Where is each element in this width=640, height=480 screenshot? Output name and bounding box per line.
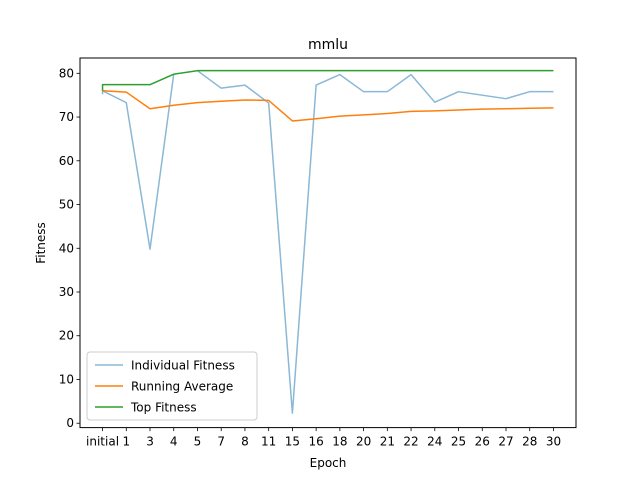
x-tick-label: 15 <box>285 435 300 449</box>
x-tick-label: 27 <box>498 435 513 449</box>
x-tick-label: 22 <box>403 435 418 449</box>
x-tick-label: 11 <box>261 435 276 449</box>
series-line-2 <box>101 69 554 91</box>
y-tick-label: 10 <box>59 372 74 386</box>
y-axis-label: Fitness <box>34 222 48 264</box>
y-tick-label: 0 <box>66 416 74 430</box>
x-tick-label: initial <box>86 435 119 449</box>
x-tick-label: 4 <box>170 435 178 449</box>
x-axis-label: Epoch <box>310 456 347 470</box>
x-tick-label: 16 <box>308 435 323 449</box>
x-tick-label: 26 <box>475 435 490 449</box>
legend-label-1: Running Average <box>131 380 233 394</box>
x-tick-label: 20 <box>356 435 371 449</box>
y-tick-label: 40 <box>59 241 74 255</box>
x-tick-label: 28 <box>522 435 537 449</box>
legend-box <box>86 351 258 421</box>
series-line-0 <box>101 69 554 414</box>
x-tick-label: 30 <box>546 435 561 449</box>
series-line-1 <box>102 90 554 122</box>
x-axis: initial 1 3 4 5 7 8 11 15 16 18 20 21 22 24 25 26 27 28 30 <box>86 427 561 449</box>
y-tick-label: 30 <box>59 285 74 299</box>
x-tick-label: 24 <box>427 435 442 449</box>
y-tick-label: 80 <box>59 66 74 80</box>
y-tick-label: 50 <box>59 198 74 212</box>
legend-label-0: Individual Fitness <box>131 359 235 373</box>
x-tick-label: 21 <box>380 435 395 449</box>
chart-title: mmlu <box>308 37 348 53</box>
legend: Individual Fitness Running Average Top Fit… <box>86 351 258 421</box>
y-axis: 0 10 20 30 40 50 60 70 80 <box>59 66 80 430</box>
y-tick-label: 70 <box>59 110 74 124</box>
x-tick-label: 5 <box>194 435 202 449</box>
series-layer <box>101 69 554 414</box>
x-tick-label: 18 <box>332 435 347 449</box>
x-tick-label: 3 <box>146 435 154 449</box>
x-tick-label: 25 <box>451 435 466 449</box>
x-tick-label: 8 <box>241 435 249 449</box>
legend-label-2: Top Fitness <box>130 401 197 415</box>
y-tick-label: 60 <box>59 154 74 168</box>
plot-frame <box>79 57 577 429</box>
x-tick-label: 7 <box>217 435 225 449</box>
x-tick-label: 1 <box>122 435 130 449</box>
y-tick-label: 20 <box>59 329 74 343</box>
